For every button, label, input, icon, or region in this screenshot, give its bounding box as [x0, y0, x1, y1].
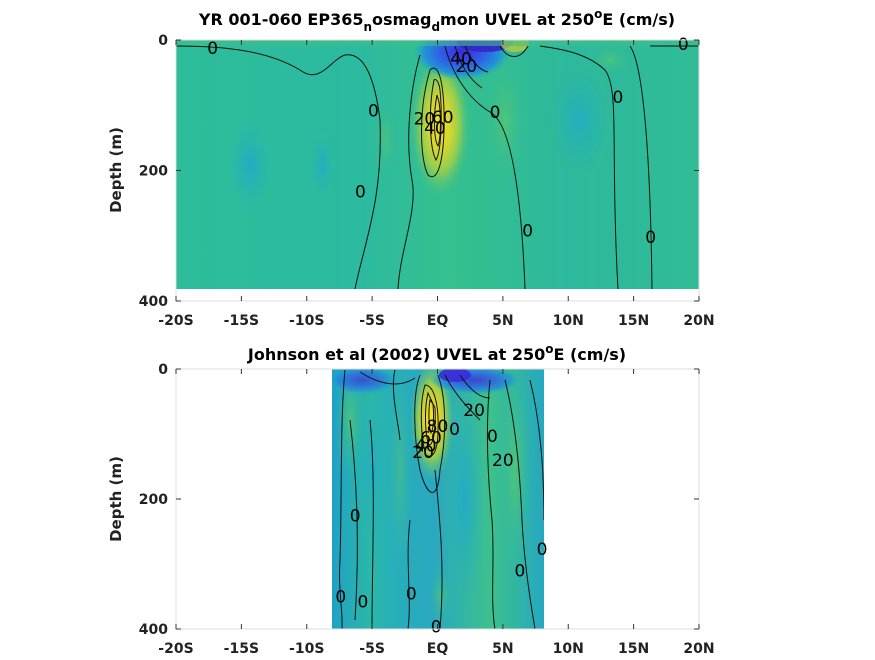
contour-label: 60 — [432, 108, 454, 128]
chart-title-part: mon UVEL at 250 — [440, 10, 594, 29]
x-tick-label: EQ — [427, 313, 449, 329]
x-axis-model: -20S -15S -10S -5S EQ 5N 10N 15N 20N — [158, 40, 715, 329]
contour-label: 0 — [537, 540, 548, 560]
contour-label: 0 — [522, 222, 533, 242]
chart-title-part: E (cm/s) — [553, 345, 626, 364]
contour-lines-model — [176, 45, 699, 289]
x-tick-label: 20N — [683, 641, 714, 656]
chart-title-part: E (cm/s) — [602, 10, 675, 29]
contour-label: 0 — [487, 427, 498, 447]
chart-title-model: YR 001-060 EP365nosmagdmon UVEL at 250oE… — [198, 7, 675, 34]
x-tick-label: -20S — [158, 641, 193, 656]
contour-label: 20 — [414, 109, 436, 129]
x-tick-label: -10S — [289, 313, 324, 329]
contour-label: 0 — [358, 593, 369, 613]
contour-label: 40 — [424, 119, 446, 139]
contour-label: 0 — [355, 182, 366, 202]
chart-panel-observed: Johnson et al (2002) UVEL at 250oE (cm/s… — [107, 342, 715, 657]
x-tick-label: -5S — [359, 641, 385, 656]
x-tick-label: -5S — [359, 313, 385, 329]
x-tick-label: 10N — [553, 641, 584, 656]
chart-title-part: d — [431, 20, 440, 34]
chart-title-part: o — [594, 7, 602, 21]
x-tick-label: 15N — [618, 313, 649, 329]
chart-panel-model: YR 001-060 EP365nosmagdmon UVEL at 250oE… — [107, 7, 715, 329]
x-tick-label: 20N — [683, 313, 714, 329]
contour-label: 0 — [350, 506, 361, 526]
y-axis-label-model: Depth (m) — [107, 127, 125, 213]
contour-label: 80 — [427, 417, 449, 437]
y-tick-label: 200 — [139, 492, 168, 508]
y-axis-label-observed: Depth (m) — [107, 456, 125, 542]
chart-title-part: o — [545, 342, 553, 356]
contour-label: 0 — [406, 584, 417, 604]
x-tick-label: -15S — [224, 641, 259, 656]
contour-label: 0 — [645, 228, 656, 248]
x-tick-label: -20S — [158, 313, 193, 329]
chart-title-observed: Johnson et al (2002) UVEL at 250oE (cm/s… — [247, 342, 626, 364]
contour-label: 0 — [613, 88, 624, 108]
contour-label: 40 — [450, 49, 472, 69]
contour-label: 20 — [455, 57, 477, 77]
chart-title-part: n — [363, 20, 372, 34]
contour-label: 20 — [463, 401, 485, 421]
contour-lines-observed — [339, 369, 544, 629]
contour-label: 0 — [431, 617, 442, 637]
x-tick-label: 10N — [553, 313, 584, 329]
x-tick-label: 5N — [492, 313, 513, 329]
x-tick-label: EQ — [427, 641, 449, 656]
x-tick-label: -15S — [224, 313, 259, 329]
y-tick-label: 0 — [158, 362, 168, 378]
contour-label: 0 — [368, 101, 379, 121]
contour-label: 60 — [420, 428, 442, 448]
contour-label: 0 — [678, 35, 689, 55]
chart-title-part: osmag — [372, 10, 431, 29]
contour-label: 0 — [207, 39, 218, 59]
y-tick-label: 0 — [158, 33, 168, 49]
contour-label: 0 — [490, 103, 501, 123]
contour-label: 0 — [449, 420, 460, 440]
contour-label: 40 — [415, 437, 437, 457]
x-tick-label: 15N — [618, 641, 649, 656]
chart-title-part: Johnson et al (2002) UVEL at 250 — [247, 345, 545, 364]
contour-label: 0 — [335, 588, 346, 608]
x-tick-label: 5N — [492, 641, 513, 656]
contour-label: 0 — [514, 562, 525, 582]
x-tick-label: -10S — [289, 641, 324, 656]
y-tick-label: 200 — [139, 164, 168, 180]
y-tick-label: 400 — [139, 622, 168, 638]
y-tick-label: 400 — [139, 294, 168, 310]
contour-label: 20 — [492, 451, 514, 471]
chart-title-part: YR 001-060 EP365 — [198, 10, 364, 29]
contour-label: 20 — [412, 443, 434, 463]
x-axis-observed: -20S -15S -10S -5S EQ 5N 10N 15N 20N — [158, 369, 715, 657]
